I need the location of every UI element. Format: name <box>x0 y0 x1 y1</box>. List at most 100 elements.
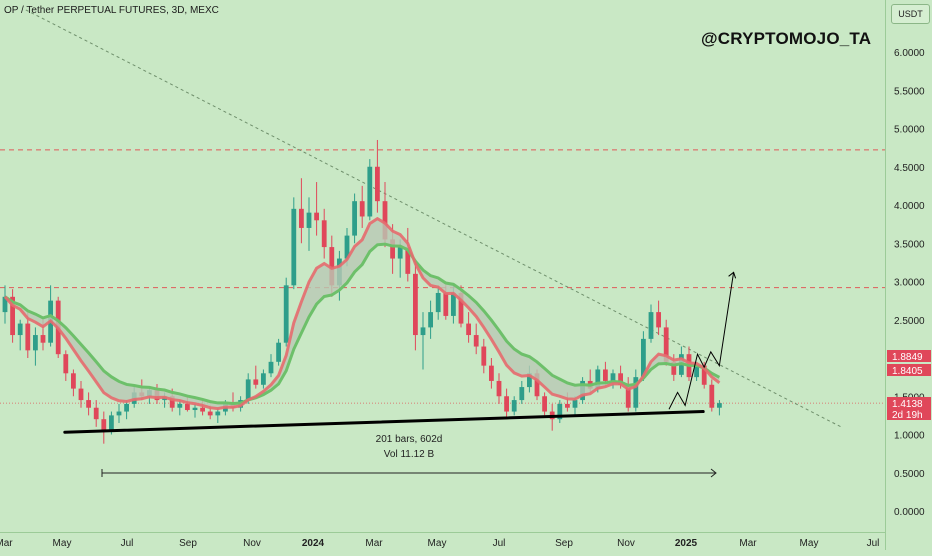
price-badge <box>887 364 931 376</box>
candle-body <box>694 365 699 378</box>
candle-body <box>443 292 449 316</box>
candle-body <box>481 346 487 366</box>
price-tick-label: 2.5000 <box>894 316 925 327</box>
candle-body <box>435 292 441 313</box>
currency-button[interactable]: USDT <box>891 4 930 24</box>
candle-body <box>268 361 274 374</box>
time-tick-label: Sep <box>555 538 573 549</box>
candle-body <box>572 400 578 408</box>
ema-fast-line <box>3 216 721 411</box>
price-axis-canvas: 6.0000 5.5000 5.0000 4.5000 4.0000 3.5000 3.00… <box>887 48 931 518</box>
candle-body <box>496 380 502 397</box>
candle-body <box>25 323 31 351</box>
candle-body <box>33 335 38 351</box>
candle-body <box>2 296 8 313</box>
candle-body <box>10 296 15 336</box>
candle-body <box>109 415 114 431</box>
ema-ribbon <box>5 218 720 409</box>
candle-body <box>124 403 129 412</box>
candle-body <box>656 312 661 328</box>
candle-body <box>473 335 479 347</box>
symbol-header[interactable]: OP / Tether PERPETUAL FUTURES, 3D, MEXC <box>4 5 219 16</box>
price-badge <box>887 350 931 362</box>
plot-area[interactable]: 201 bars, 602d Vol 11.12 B OP / Tether PE… <box>0 0 885 532</box>
candle-body <box>390 239 395 259</box>
candle-body <box>542 396 547 412</box>
chart-canvas[interactable]: 201 bars, 602d Vol 11.12 B <box>0 0 885 532</box>
price-tick-label: 4.5000 <box>894 163 925 174</box>
price-badge <box>887 397 931 409</box>
price-tick-label: 3.5000 <box>894 239 925 250</box>
candle-body <box>192 407 198 411</box>
projection-path <box>668 272 735 410</box>
candle-body <box>200 407 205 412</box>
candle-body <box>78 388 84 401</box>
candle-body <box>511 400 517 412</box>
candle-body <box>291 208 297 286</box>
candle-body <box>344 235 350 259</box>
support-trendline <box>63 410 705 434</box>
candle-body <box>557 403 563 420</box>
time-tick-label: Jul <box>493 538 506 549</box>
time-tick-label: Jul <box>121 538 134 549</box>
candle-body <box>215 411 221 416</box>
price-badge-label: 1.8405 <box>892 366 923 377</box>
time-axis[interactable]: Mar May Jul Sep Nov 2024 Mar May Jul Sep Nov 2025 Ma… <box>0 532 885 551</box>
candle-body <box>717 403 722 408</box>
candle-body <box>283 285 289 343</box>
candle-body <box>709 384 715 408</box>
candle-body <box>458 292 464 324</box>
time-tick-label: Nov <box>243 538 261 549</box>
candle-body <box>565 403 570 408</box>
candle-body <box>618 373 623 385</box>
candle-body <box>185 403 190 411</box>
price-tick-label: 0.0000 <box>894 507 925 518</box>
price-tick-label: 5.0000 <box>894 125 925 136</box>
candle-body <box>610 373 616 381</box>
candle-body <box>169 396 175 408</box>
time-tick-label: 2024 <box>302 538 325 549</box>
time-tick-label: Sep <box>179 538 197 549</box>
candle-body <box>329 247 335 286</box>
candle-body <box>420 327 426 336</box>
candle-body <box>671 361 677 375</box>
candle-body <box>451 292 456 316</box>
candle-body <box>71 373 76 389</box>
candle-body <box>397 247 403 259</box>
candle-body <box>648 312 654 339</box>
price-axis[interactable]: 6.0000 5.5000 5.0000 4.5000 4.0000 3.5000 3.00… <box>885 0 932 550</box>
time-tick-label: May <box>53 538 72 549</box>
candle-body <box>489 365 494 381</box>
candle-body <box>261 373 266 385</box>
candle-body <box>382 201 388 240</box>
price-tick-label: 3.0000 <box>894 278 925 289</box>
time-tick-label: Mar <box>739 538 757 549</box>
time-tick-label: May <box>800 538 819 549</box>
range-label: 201 bars, 602d <box>376 434 443 445</box>
candle-body <box>519 387 525 401</box>
candle-body <box>352 201 357 236</box>
projection-arrowhead <box>728 271 737 279</box>
candle-body <box>428 312 433 328</box>
candle-body <box>321 220 327 248</box>
candle-body <box>101 419 107 431</box>
time-axis-canvas: Mar May Jul Sep Nov 2024 Mar May Jul Sep Nov 2025 Ma… <box>0 538 880 549</box>
candle-body <box>116 411 122 416</box>
candle-body <box>63 354 69 374</box>
range-arrowhead <box>710 468 717 478</box>
watermark: @CRYPTOMOJO_TA <box>701 29 872 48</box>
candle-body <box>603 369 608 381</box>
candle-body <box>375 166 380 202</box>
candle-body <box>245 379 251 401</box>
candle-body <box>405 247 411 274</box>
candle-body <box>663 327 669 362</box>
candle-body <box>314 212 319 221</box>
candle-body <box>595 369 601 389</box>
price-tick-label: 6.0000 <box>894 48 925 59</box>
candle-body <box>466 323 471 336</box>
time-tick-label: Mar <box>365 538 383 549</box>
descending-trendline <box>25 9 842 428</box>
time-tick-label: 2025 <box>675 538 698 549</box>
time-tick-label: Jul <box>867 538 880 549</box>
